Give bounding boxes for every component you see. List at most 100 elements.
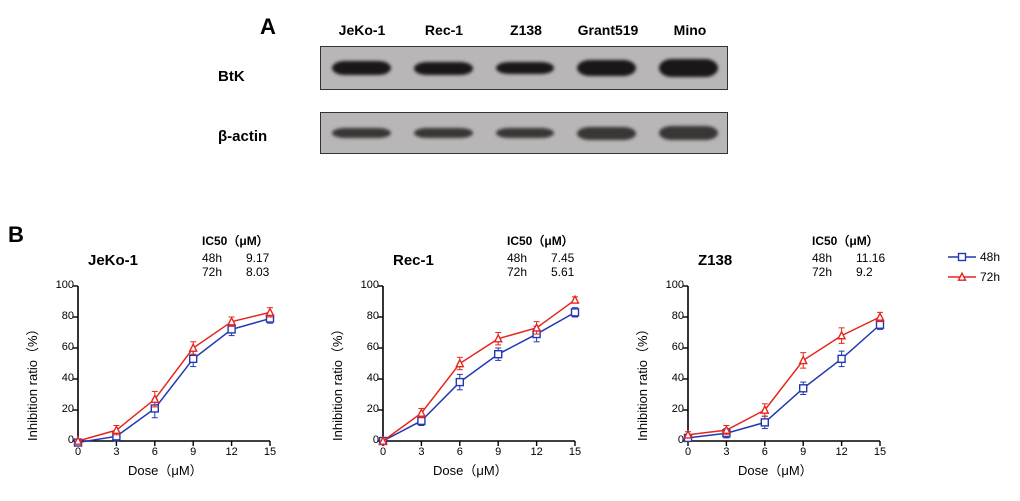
y-tick-label: 80: [359, 310, 379, 322]
ic50-value: 11.16: [856, 251, 885, 265]
x-tick-label: 15: [262, 446, 278, 458]
blot-band: [332, 128, 391, 138]
blot-actin-label: β-actin: [218, 128, 267, 145]
y-tick-label: 100: [359, 279, 379, 291]
panel-a-label: A: [260, 14, 276, 40]
blot-band: [659, 59, 718, 77]
chart-title: Z138: [698, 252, 732, 269]
plot-area: 02040608010003691215: [383, 286, 575, 441]
x-tick-label: 3: [413, 446, 429, 458]
ic50-value: 7.45: [551, 251, 574, 265]
y-tick-label: 60: [54, 341, 74, 353]
x-tick-label: 0: [375, 446, 391, 458]
ic50-time: 48h: [507, 251, 533, 265]
legend-marker: [948, 271, 976, 283]
y-tick-label: 40: [359, 372, 379, 384]
x-axis-label: Dose（μM）: [433, 460, 508, 479]
blot-btk-label: BtK: [218, 68, 245, 85]
chart-title: JeKo-1: [88, 252, 138, 269]
y-axis-label: Inhibition ratio（%）: [327, 323, 346, 442]
ic50-header: IC50（μM）: [202, 232, 269, 249]
x-tick-label: 3: [108, 446, 124, 458]
ic50-header: IC50（μM）: [507, 232, 574, 249]
x-axis-label: Dose（μM）: [128, 460, 203, 479]
ic50-time: 72h: [507, 265, 533, 279]
blot-lane-labels: JeKo-1 Rec-1 Z138 Grant519 Mino: [330, 22, 722, 38]
ic50-row: 48h 11.16: [812, 251, 885, 265]
ic50-value: 9.17: [246, 251, 269, 265]
x-axis-label: Dose（μM）: [738, 460, 813, 479]
y-tick-label: 60: [359, 341, 379, 353]
y-tick-label: 40: [54, 372, 74, 384]
blot-band: [496, 128, 555, 138]
ic50-value: 9.2: [856, 265, 873, 279]
ic50-row: 72h 9.2: [812, 265, 885, 279]
plot-svg: [383, 286, 575, 441]
plot-area: 02040608010003691215: [78, 286, 270, 441]
panel-b-label: B: [8, 222, 24, 248]
x-tick-label: 6: [452, 446, 468, 458]
legend-item: 48h: [948, 250, 1000, 264]
x-tick-label: 15: [872, 446, 888, 458]
y-tick-label: 80: [54, 310, 74, 322]
ic50-time: 72h: [202, 265, 228, 279]
x-tick-label: 6: [757, 446, 773, 458]
ic50-row: 72h 8.03: [202, 265, 269, 279]
ic50-row: 48h 9.17: [202, 251, 269, 265]
y-axis-label: Inhibition ratio（%）: [632, 323, 651, 442]
x-tick-label: 9: [490, 446, 506, 458]
blot-lane-name: Grant519: [576, 22, 640, 38]
ic50-value: 8.03: [246, 265, 269, 279]
y-tick-label: 80: [664, 310, 684, 322]
x-tick-label: 6: [147, 446, 163, 458]
ic50-row: 48h 7.45: [507, 251, 574, 265]
x-tick-label: 9: [795, 446, 811, 458]
y-tick-label: 20: [359, 403, 379, 415]
x-tick-label: 3: [718, 446, 734, 458]
x-tick-label: 0: [70, 446, 86, 458]
plot-svg: [78, 286, 270, 441]
y-tick-label: 40: [664, 372, 684, 384]
ic50-table: IC50（μM） 48h 9.17 72h 8.03: [202, 232, 269, 279]
blot-band: [496, 62, 555, 74]
y-tick-label: 0: [664, 434, 684, 446]
ic50-table: IC50（μM） 48h 7.45 72h 5.61: [507, 232, 574, 279]
y-axis-label: Inhibition ratio（%）: [22, 323, 41, 442]
blot-lane-name: Rec-1: [412, 22, 476, 38]
chart-title: Rec-1: [393, 252, 434, 269]
blot-band: [414, 62, 473, 75]
legend-label: 48h: [980, 250, 1000, 264]
ic50-time: 48h: [812, 251, 838, 265]
y-tick-label: 60: [664, 341, 684, 353]
ic50-time: 48h: [202, 251, 228, 265]
legend-marker: [948, 251, 976, 263]
blot-band: [659, 126, 718, 140]
blot-band: [577, 60, 636, 76]
blot-band: [577, 127, 636, 140]
y-tick-label: 0: [54, 434, 74, 446]
plot-svg: [688, 286, 880, 441]
ic50-row: 72h 5.61: [507, 265, 574, 279]
legend-item: 72h: [948, 270, 1000, 284]
ic50-value: 5.61: [551, 265, 574, 279]
x-tick-label: 12: [224, 446, 240, 458]
ic50-table: IC50（μM） 48h 11.16 72h 9.2: [812, 232, 885, 279]
x-tick-label: 12: [834, 446, 850, 458]
ic50-header: IC50（μM）: [812, 232, 885, 249]
blot-lane-name: JeKo-1: [330, 22, 394, 38]
ic50-time: 72h: [812, 265, 838, 279]
x-tick-label: 12: [529, 446, 545, 458]
blot-image-actin: [320, 112, 728, 154]
y-tick-label: 100: [664, 279, 684, 291]
x-tick-label: 9: [185, 446, 201, 458]
blot-band: [414, 128, 473, 138]
blot-image-btk: [320, 46, 728, 90]
legend: 48h72h: [948, 250, 1000, 290]
blot-lane-name: Z138: [494, 22, 558, 38]
y-tick-label: 0: [359, 434, 379, 446]
blot-band: [332, 61, 391, 75]
plot-area: 02040608010003691215: [688, 286, 880, 441]
blot-lane-name: Mino: [658, 22, 722, 38]
y-tick-label: 20: [664, 403, 684, 415]
y-tick-label: 20: [54, 403, 74, 415]
